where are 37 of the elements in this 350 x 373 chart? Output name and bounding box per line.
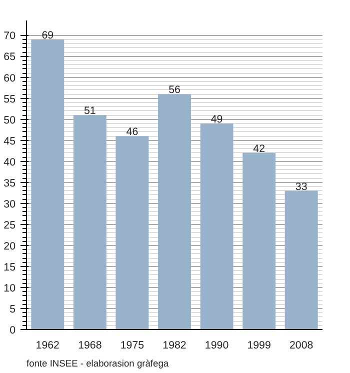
y-tick-label: 25: [4, 219, 16, 232]
y-tick-label: 55: [4, 93, 16, 106]
bar: [200, 124, 234, 330]
bar: [284, 190, 318, 330]
bar: [31, 39, 64, 330]
y-tick-label: 30: [4, 198, 16, 210]
data-label: 56: [168, 84, 180, 96]
bar: [158, 94, 191, 330]
bar: [242, 152, 276, 330]
y-tick-label: 5: [10, 303, 16, 316]
y-tick-label: 65: [4, 51, 16, 64]
y-tick-label: 70: [4, 30, 16, 42]
data-label: 33: [295, 180, 308, 193]
x-tick-label: 2008: [290, 340, 314, 352]
data-label: 69: [42, 29, 54, 42]
y-tick-label: 45: [4, 135, 16, 148]
y-tick-label: 40: [4, 156, 16, 168]
source-note: fonte INSEE - elaborasion gràfega: [26, 358, 170, 368]
x-tick-label: 1968: [78, 340, 102, 352]
y-tick-label: 50: [4, 114, 16, 126]
x-tick-label: 1990: [204, 340, 229, 352]
y-tick-label: 35: [4, 177, 16, 190]
y-tick-label: 15: [4, 261, 16, 274]
y-tick-label: 0: [10, 324, 16, 336]
data-label: 49: [210, 114, 223, 126]
x-tick-label: 1999: [247, 340, 271, 352]
bar: [73, 115, 106, 330]
data-label: 42: [253, 142, 266, 155]
x-tick-label: 1982: [162, 340, 186, 352]
bar: [116, 136, 149, 330]
y-tick-label: 20: [4, 240, 16, 252]
data-label: 46: [126, 126, 138, 138]
data-label: 51: [84, 105, 96, 118]
x-tick-label: 1962: [36, 340, 60, 352]
x-tick-label: 1975: [120, 340, 144, 352]
y-tick-label: 10: [4, 282, 16, 294]
y-tick-label: 60: [4, 72, 16, 84]
